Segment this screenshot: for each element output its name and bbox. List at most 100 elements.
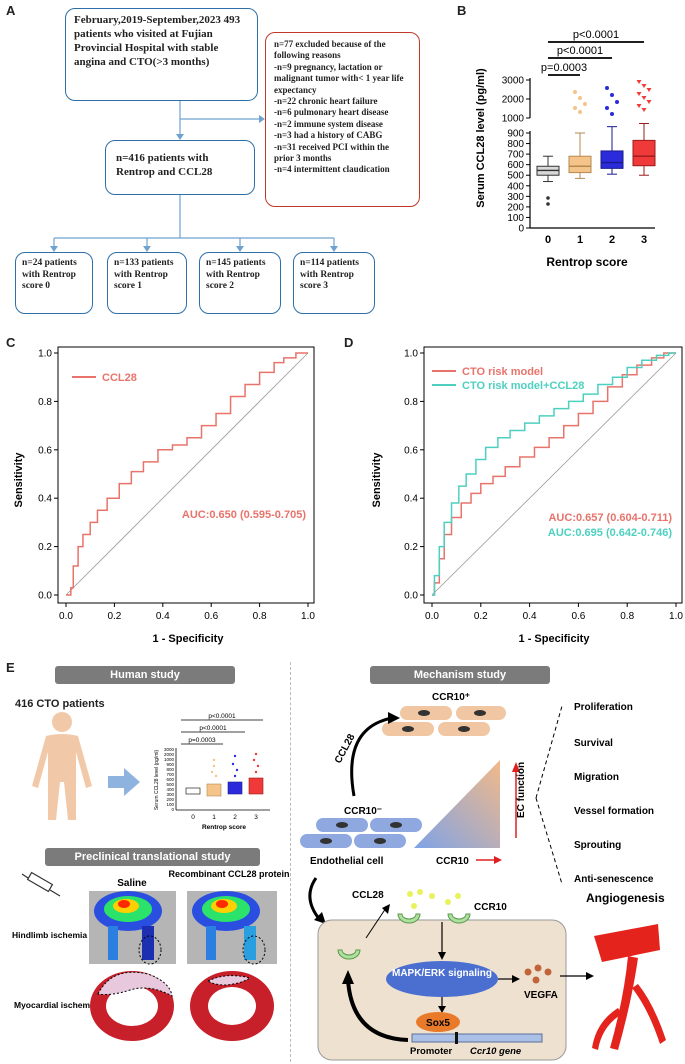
outlier-marker bbox=[546, 196, 550, 200]
x-tick-label: 0.6 bbox=[204, 611, 218, 622]
y-tick-label: 1.0 bbox=[38, 349, 52, 360]
y-tick-label: 800 bbox=[507, 139, 524, 150]
outlier-marker bbox=[546, 202, 550, 206]
mini-ytick: 300 bbox=[166, 792, 174, 797]
box bbox=[632, 139, 656, 167]
outlier-marker bbox=[573, 90, 577, 94]
x-tick-label: 0.0 bbox=[425, 611, 439, 622]
diagonal-reference bbox=[431, 352, 677, 596]
function-item: Proliferation bbox=[574, 702, 633, 713]
y-tick-label: 0.6 bbox=[38, 445, 52, 456]
auc-annotation: AUC:0.650 (0.595-0.705) bbox=[182, 509, 306, 521]
function-list: Proliferation Survival Migration Vessel … bbox=[574, 702, 654, 885]
mini-xtick: 2 bbox=[233, 814, 237, 821]
outlier-marker bbox=[573, 106, 577, 110]
mini-p-label: p<0.0001 bbox=[199, 725, 227, 732]
x-axis-label: 1 - Specificity bbox=[153, 633, 225, 645]
outlier-marker bbox=[646, 100, 652, 104]
y-axis-label: Sensitivity bbox=[371, 452, 383, 508]
function-item: Anti-senescence bbox=[574, 874, 654, 885]
y-tick-label: 600 bbox=[507, 160, 524, 171]
box bbox=[568, 155, 592, 174]
outlier-marker bbox=[578, 110, 582, 114]
roc-curve bbox=[432, 352, 676, 596]
ccl28-ligand-label: CCL28 bbox=[352, 890, 384, 901]
diagonal-reference bbox=[65, 352, 309, 596]
outlier-marker bbox=[605, 86, 609, 90]
mini-ytick: 3000 bbox=[164, 747, 175, 752]
sox5-ellipse bbox=[416, 1012, 460, 1032]
panel-label-d: D bbox=[344, 335, 354, 350]
excluded-line: -n=4 intermittent claudication bbox=[274, 164, 390, 175]
function-item: Sprouting bbox=[574, 840, 621, 851]
roc-curve bbox=[66, 352, 308, 596]
legend-label: CTO risk model bbox=[462, 366, 543, 378]
mapk-label: MAPK/ERK signaling bbox=[392, 968, 492, 979]
y-tick-label: 0.8 bbox=[38, 397, 52, 408]
receptor-icons bbox=[337, 913, 471, 960]
mini-xtick: 0 bbox=[191, 814, 195, 821]
box bbox=[600, 150, 624, 169]
hindlimb-image-saline bbox=[89, 891, 176, 965]
patients-label: 416 CTO patients bbox=[15, 698, 105, 710]
human-study-graphic: Serum CCL28 level (pg/ml) p<0.0001 p<0.0… bbox=[32, 712, 270, 831]
flow-top-box: February,2019-September,2023 493 patient… bbox=[65, 8, 258, 101]
mini-ytick: 500 bbox=[166, 782, 174, 787]
excluded-line: -n=9 pregnancy, lactation or malignant t… bbox=[274, 61, 404, 95]
excluded-line: n=77 excluded because of the following r… bbox=[274, 39, 386, 61]
x-tick-label: 0.4 bbox=[523, 611, 537, 622]
outlier-marker bbox=[641, 108, 647, 112]
hindlimb-label: Hindlimb ischemia bbox=[12, 930, 87, 940]
mechanism-header: Mechanism study bbox=[370, 666, 550, 684]
flow-excluded-box: n=77 excluded because of the following r… bbox=[265, 32, 420, 207]
outlier-marker bbox=[636, 92, 642, 96]
function-item: Survival bbox=[574, 738, 613, 749]
panel-c-roc: Sensitivity 1 - Specificity 0.0 0.2 0.4 0.6… bbox=[13, 346, 315, 645]
mapk-ellipse bbox=[386, 961, 498, 997]
x-axis-label: Rentrop score bbox=[546, 255, 628, 269]
outlier-marker bbox=[641, 84, 647, 88]
excluded-line: -n=6 pulmonary heart disease bbox=[274, 107, 389, 118]
y-tick-label: 400 bbox=[507, 181, 524, 192]
mini-ytick: 700 bbox=[166, 772, 174, 777]
gene-label: Ccr10 gene bbox=[470, 1046, 522, 1057]
outlier-marker bbox=[578, 96, 582, 100]
panel-label-a: A bbox=[6, 3, 16, 18]
mini-ytick: 2000 bbox=[164, 752, 175, 757]
arrow-up-icon bbox=[512, 762, 520, 772]
excluded-line: -n=3 had a history of CABG bbox=[274, 130, 383, 141]
y-tick-label: 0.0 bbox=[404, 591, 418, 602]
outlier-marker bbox=[641, 96, 647, 100]
x-tick-label: 0.8 bbox=[253, 611, 267, 622]
y-tick-label: 0.0 bbox=[38, 591, 52, 602]
x-axis-label: 1 - Specificity bbox=[519, 633, 591, 645]
vegfa-dots bbox=[524, 964, 552, 984]
y-tick-label: 300 bbox=[507, 192, 524, 203]
y-tick-label: 2000 bbox=[502, 95, 525, 106]
myocardial-label: Myocardial ischemia bbox=[14, 1000, 97, 1010]
function-bracket bbox=[535, 705, 563, 885]
mini-ytick: 1000 bbox=[164, 757, 175, 762]
plot-frame bbox=[423, 346, 683, 604]
flow-group-box: n=133 patients with Rentrop score 1 bbox=[107, 252, 187, 314]
mini-p-label: p<0.0001 bbox=[208, 713, 236, 720]
auc-annotation: AUC:0.695 (0.642-0.746) bbox=[548, 527, 672, 539]
panel-d-roc: Sensitivity 1 - Specificity 0.0 0.2 0.4 0.6… bbox=[371, 346, 683, 645]
y-axis-label: Sensitivity bbox=[13, 452, 25, 508]
section-divider bbox=[290, 662, 291, 1062]
x-tick-label: 3 bbox=[641, 234, 647, 246]
y-tick-label: 0.2 bbox=[38, 542, 52, 553]
x-tick-label: 0.0 bbox=[59, 611, 73, 622]
y-tick-label: 0.4 bbox=[404, 494, 418, 505]
x-tick-label: 0.4 bbox=[156, 611, 170, 622]
function-item: Migration bbox=[574, 772, 619, 783]
outlier-marker bbox=[610, 93, 614, 97]
outlier-marker bbox=[583, 102, 587, 106]
plot-frame bbox=[57, 346, 315, 604]
endothelial-label: Endothelial cell bbox=[310, 856, 384, 867]
outlier-marker bbox=[615, 100, 619, 104]
ccl28-curve-arrow bbox=[350, 716, 393, 797]
mini-ytick: 0 bbox=[171, 807, 174, 812]
excluded-line: -n=2 immune system disease bbox=[274, 118, 383, 129]
vessel-graphic bbox=[592, 924, 666, 1050]
